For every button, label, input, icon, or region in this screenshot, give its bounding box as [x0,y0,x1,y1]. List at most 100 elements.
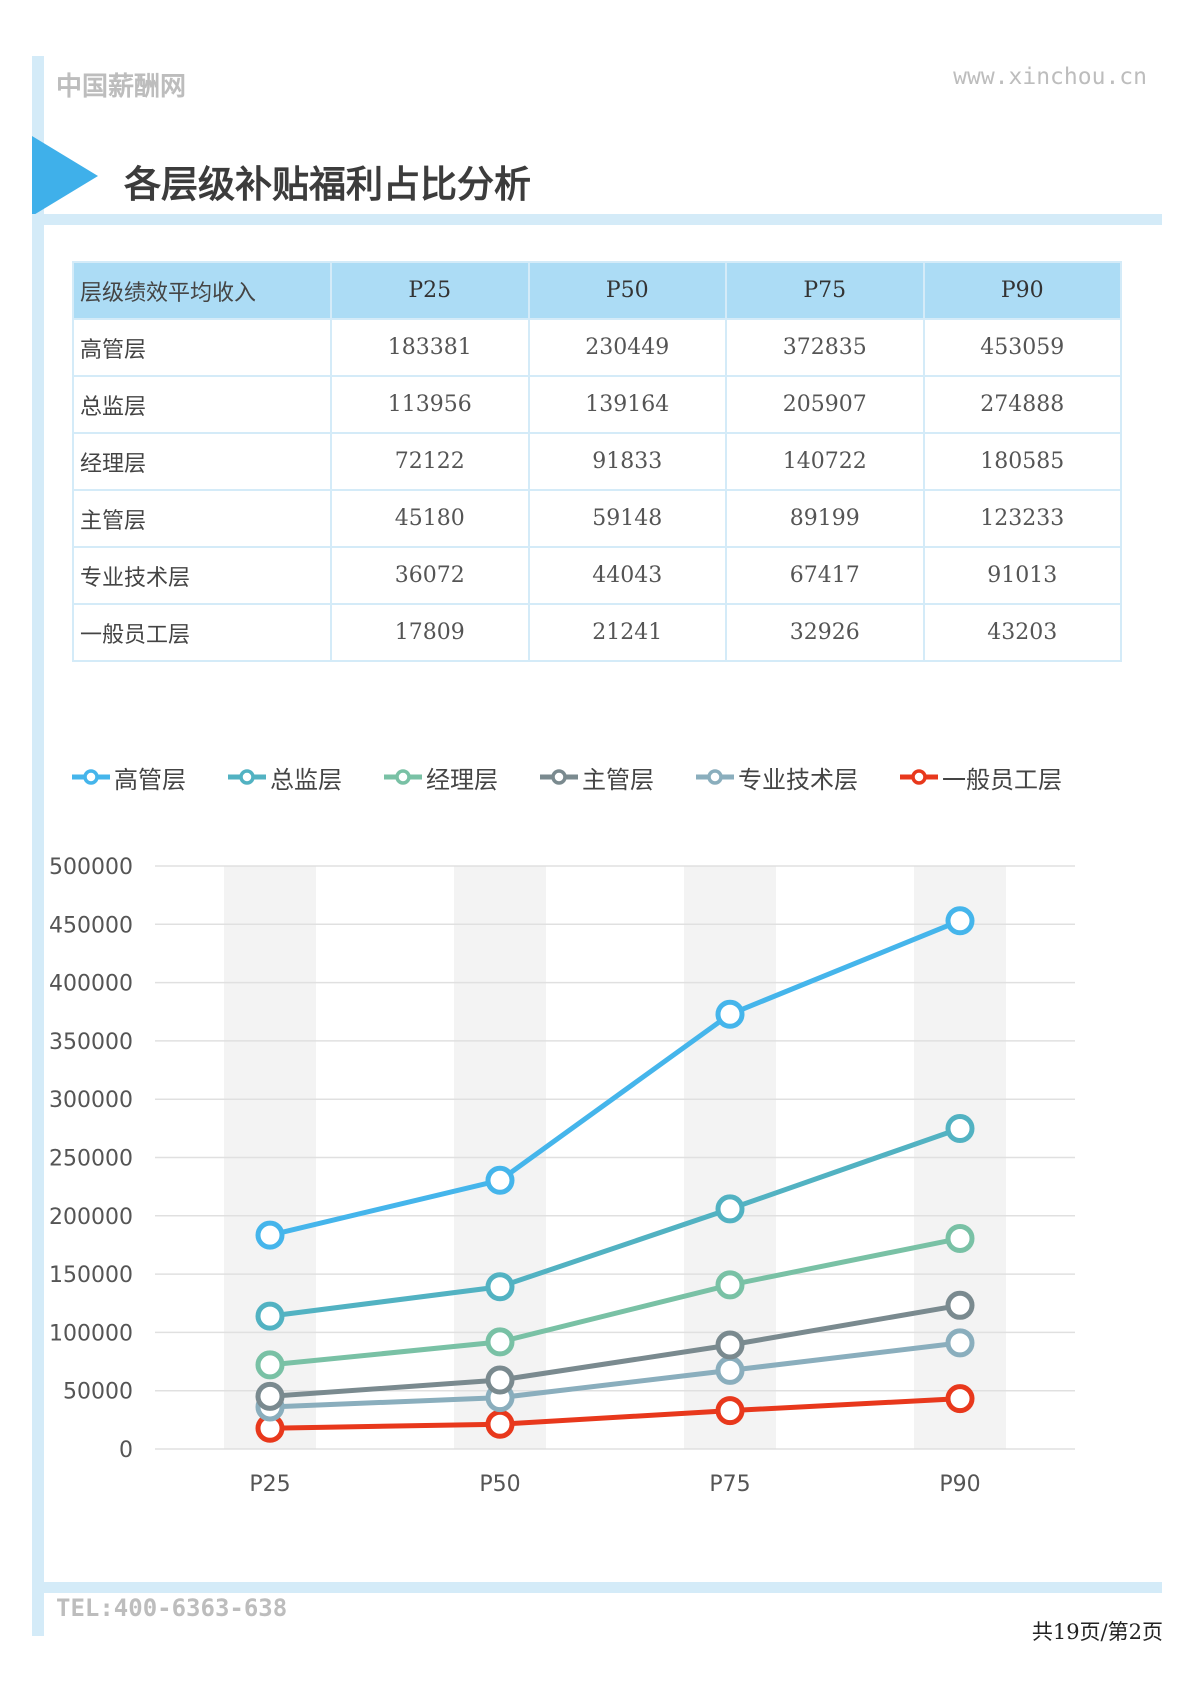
y-tick-label: 150000 [49,1263,133,1288]
data-point [715,999,745,1029]
table-cell: 67417 [725,546,925,605]
series-line [269,1340,961,1410]
table-header-cell: P90 [922,261,1122,320]
legend-marker-icon [696,769,734,785]
table-row: 主管层 45180 59148 89199 123233 [72,489,1122,548]
table-cell: 453059 [922,318,1122,377]
legend-label: 总监层 [270,765,342,794]
table-header-cell: P75 [725,261,925,320]
table-cell: 230449 [527,318,727,377]
y-tick-label: 100000 [49,1321,133,1346]
table-cell: 专业技术层 [72,546,332,605]
legend-item: 经理层 [382,760,498,795]
table-cell: 372835 [725,318,925,377]
line-chart: 0 50000 100000 150000 200000 250000 300000 3500… [49,855,1075,1497]
table-header-cell: 层级绩效平均收入 [72,261,332,320]
series-line [269,1396,961,1431]
legend-item: 主管层 [538,760,654,795]
site-url[interactable]: www.xinchou.cn [953,64,1147,90]
data-point [255,1220,285,1250]
title-arrow-icon [32,136,98,216]
telephone: TEL:400-6363-638 [56,1594,288,1622]
legend-item: 专业技术层 [694,760,858,795]
data-point [255,1381,285,1411]
legend-marker-icon [384,769,422,785]
table-cell: 274888 [922,375,1122,434]
table-cell: 高管层 [72,318,332,377]
title-divider [32,214,1162,225]
table-cell: 113956 [330,375,530,434]
table-cell: 32926 [725,603,925,662]
x-tick-label: P75 [709,1472,750,1497]
table-row: 总监层 113956 139164 205907 274888 [72,375,1122,434]
data-point [485,1327,515,1357]
series-line [269,918,961,1238]
data-point [255,1350,285,1380]
data-point [945,1384,975,1414]
table-cell: 72122 [330,432,530,491]
x-tick-label: P25 [249,1472,290,1497]
data-point [485,1272,515,1302]
data-point [255,1301,285,1331]
page-indicator: 共19页/第2页 [1031,1620,1163,1644]
table-cell: 21241 [527,603,727,662]
table-cell: 45180 [330,489,530,548]
legend-label: 经理层 [426,765,498,794]
legend-item: 一般员工层 [898,760,1062,795]
legend-label: 专业技术层 [738,765,858,794]
legend-marker-icon [540,769,578,785]
income-table: 层级绩效平均收入 P25 P50 P75 P90 高管层 183381 2304… [72,261,1122,662]
series-line [269,1235,961,1368]
legend-label: 高管层 [114,765,186,794]
y-tick-label: 350000 [49,1030,133,1055]
table-cell: 总监层 [72,375,332,434]
data-point [485,1165,515,1195]
data-point [945,1223,975,1253]
table-cell: 44043 [527,546,727,605]
table-cell: 36072 [330,546,530,605]
table-cell: 205907 [725,375,925,434]
data-point [485,1409,515,1439]
data-point [715,1194,745,1224]
data-point [715,1270,745,1300]
legend-marker-icon [72,769,110,785]
y-tick-label: 200000 [49,1205,133,1230]
y-tick-label: 0 [119,1438,133,1463]
y-tick-label: 300000 [49,1088,133,1113]
table-cell: 91833 [527,432,727,491]
table-header-row: 层级绩效平均收入 P25 P50 P75 P90 [72,261,1122,320]
table-row: 高管层 183381 230449 372835 453059 [72,318,1122,377]
table-cell: 89199 [725,489,925,548]
data-point [715,1396,745,1426]
data-point [945,1328,975,1358]
table-cell: 经理层 [72,432,332,491]
y-tick-label: 50000 [63,1380,133,1405]
y-tick-label: 500000 [49,855,133,880]
data-point [715,1355,745,1385]
legend-label: 主管层 [582,765,654,794]
legend-marker-icon [228,769,266,785]
data-point [945,1113,975,1143]
legend-item: 高管层 [70,760,186,795]
table-cell: 59148 [527,489,727,548]
legend-marker-icon [900,769,938,785]
table-header-cell: P25 [330,261,530,320]
left-accent-bar [32,56,44,1636]
table-cell: 主管层 [72,489,332,548]
table-cell: 43203 [922,603,1122,662]
table-row: 一般员工层 17809 21241 32926 43203 [72,603,1122,662]
data-point [715,1330,745,1360]
table-cell: 91013 [922,546,1122,605]
chart-legend: 高管层 总监层 经理层 主管层 专业技术层 一般员工层 [70,757,1102,797]
table-row: 专业技术层 36072 44043 67417 91013 [72,546,1122,605]
legend-item: 总监层 [226,760,342,795]
table-cell: 123233 [922,489,1122,548]
table-header-cell: P50 [527,261,727,320]
table-cell: 140722 [725,432,925,491]
data-point [485,1365,515,1395]
x-tick-label: P90 [939,1472,980,1497]
data-point [945,906,975,936]
series-line [269,1302,961,1399]
legend-label: 一般员工层 [942,765,1062,794]
data-point [945,1290,975,1320]
